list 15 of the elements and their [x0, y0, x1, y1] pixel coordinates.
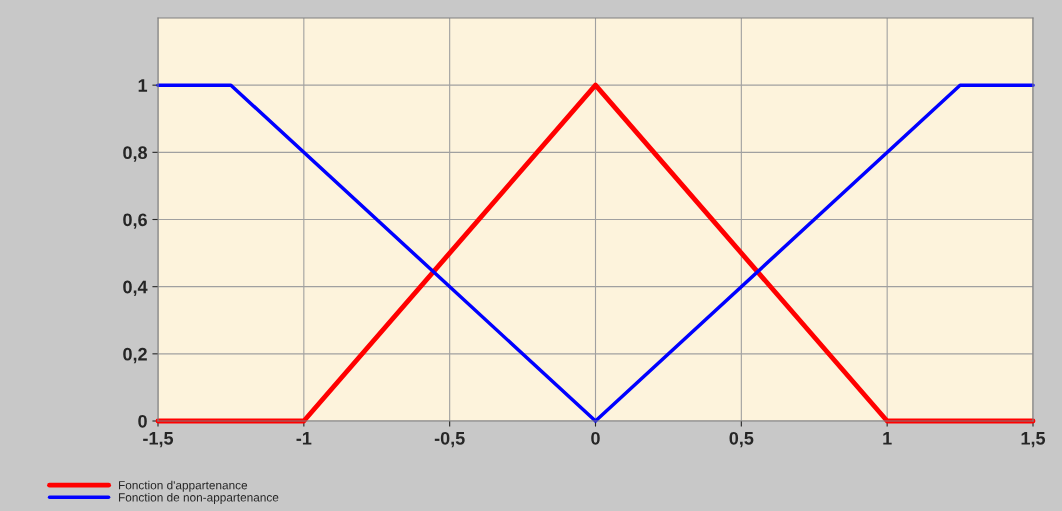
y-tick-label: 1	[138, 79, 148, 92]
y-tick-label: 0,4	[123, 280, 148, 296]
y-tick-label: 0,6	[123, 213, 147, 229]
legend-label: Fonction de non-appartenance	[119, 492, 279, 504]
x-tick-label: -1,5	[143, 432, 174, 448]
y-tick-label: 0,2	[123, 347, 147, 364]
y-tick-label: 0	[138, 414, 147, 428]
y-tick-label: 0,8	[123, 146, 148, 162]
x-tick-label: 1,5	[1021, 432, 1046, 448]
x-tick-label: -1	[296, 432, 312, 445]
x-tick-label: -0,5	[434, 431, 465, 448]
legend-label: Fonction d'appartenance	[119, 480, 248, 492]
x-tick-label: 0,5	[729, 431, 754, 448]
x-tick-label: 0	[591, 431, 600, 445]
x-tick-label: 1	[883, 432, 892, 445]
